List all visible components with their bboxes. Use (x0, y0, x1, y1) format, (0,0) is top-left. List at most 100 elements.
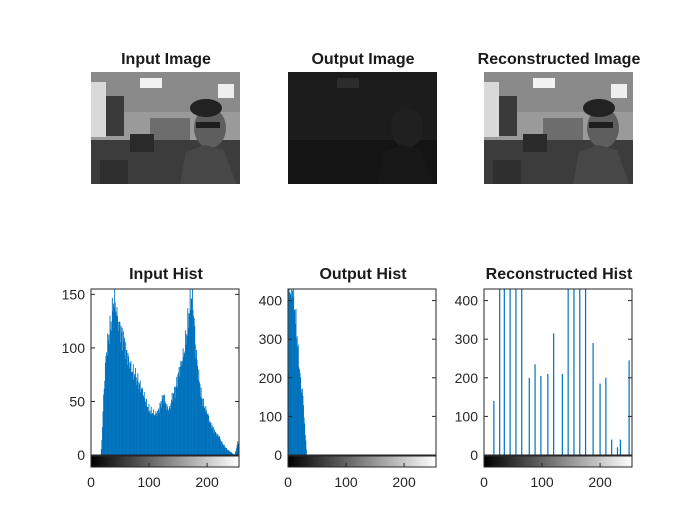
hist-bar (205, 409, 207, 455)
y-tick-label: 0 (274, 447, 282, 463)
hist-bar (573, 289, 575, 455)
hist-bar (182, 348, 184, 455)
hist-bar (305, 449, 307, 455)
hist-bar (110, 329, 112, 455)
hist-bar (180, 360, 182, 455)
hist-bar (204, 407, 206, 455)
hist-bar (190, 309, 192, 455)
hist-bar (131, 372, 133, 455)
hist-bar (215, 436, 217, 455)
hist-bar (147, 411, 149, 455)
hist-bar (146, 407, 148, 455)
hist-bar (304, 434, 306, 455)
hist-bar (125, 349, 127, 455)
hist-bar (211, 425, 213, 455)
hist-bar (138, 382, 140, 455)
hist-bar (195, 358, 197, 455)
hist-bar (140, 392, 142, 455)
hist-bar (205, 406, 207, 455)
hist-bar (232, 453, 234, 455)
hist-bar (561, 373, 563, 455)
hist-bar (118, 321, 120, 455)
bars (288, 289, 307, 455)
hist-bar (628, 360, 630, 455)
hist-bar (210, 422, 212, 455)
hist-bar (185, 344, 187, 455)
hist-bar (288, 289, 290, 455)
hist-bar (181, 365, 183, 455)
hist-bar (176, 387, 178, 455)
hist-bar (290, 293, 292, 455)
hist-bar (106, 355, 108, 455)
histogram-output: Output Hist 0 100 200 300 400 0 100 200 (259, 266, 437, 490)
hist-bar (292, 296, 294, 455)
hist-bar (191, 289, 193, 455)
hist-bar (293, 310, 295, 455)
hist-bar (209, 421, 211, 455)
hist-bar (214, 431, 216, 455)
hist-bar (162, 398, 164, 455)
hist-bar (101, 439, 103, 455)
hist-bar (611, 439, 613, 455)
hist-bar (104, 380, 106, 455)
hist-bar (220, 440, 222, 455)
hist-bar (219, 439, 221, 455)
hist-bar (189, 314, 190, 455)
input-image (91, 72, 240, 184)
y-tick-label: 0 (77, 447, 85, 463)
hist-bar (203, 406, 205, 455)
hist-bar (117, 316, 118, 455)
hist-bar (162, 395, 164, 455)
hist-bar (154, 414, 156, 455)
hist-bar (219, 436, 221, 455)
hist-bar (151, 413, 153, 455)
hist-bar (144, 398, 146, 455)
hist-bar (121, 332, 123, 455)
hist-bar (196, 349, 197, 455)
x-tick-label: 100 (137, 474, 161, 490)
hist-bar (149, 412, 150, 455)
hist-bar (213, 432, 215, 455)
hist-bar (236, 444, 238, 455)
hist-bar (156, 416, 158, 455)
hist-bar (146, 399, 148, 455)
hist-bar (547, 373, 549, 455)
hist-bar (132, 371, 134, 455)
hist-bar (229, 451, 231, 455)
hist-bar (185, 330, 186, 455)
hist-bar (149, 410, 151, 455)
hist-bar (303, 405, 304, 455)
hist-bar (126, 350, 128, 455)
hist-bar (237, 441, 239, 455)
hist-bar (167, 409, 169, 455)
axes-box (287, 288, 437, 456)
hist-bar (171, 392, 173, 455)
hist-bar (121, 327, 123, 455)
hist-bar (157, 410, 159, 455)
hist-bar (126, 364, 128, 455)
hist-bar (136, 380, 138, 455)
image-panel-input: Input Image (91, 51, 240, 184)
hist-bar (217, 434, 219, 455)
hist-bar (301, 388, 303, 455)
hist-title-reconstructed: Reconstructed Hist (486, 266, 633, 283)
hist-bar (301, 392, 303, 455)
hist-bar (153, 409, 154, 455)
hist-bar (105, 355, 107, 455)
hist-bar (109, 315, 111, 455)
y-tick-label: 150 (62, 286, 86, 302)
hist-bar (236, 447, 237, 455)
hist-bar (215, 431, 217, 455)
hist-bar (289, 292, 291, 455)
hist-bar (129, 368, 131, 455)
hist-bar (528, 377, 530, 455)
hist-bar (143, 391, 145, 455)
hist-bar (124, 358, 126, 455)
y-tick-label: 400 (259, 293, 283, 309)
hist-bar (305, 440, 307, 455)
hist-bar (114, 302, 116, 455)
hist-bar (104, 362, 106, 455)
hist-bar (231, 453, 233, 455)
hist-bar (103, 394, 105, 455)
